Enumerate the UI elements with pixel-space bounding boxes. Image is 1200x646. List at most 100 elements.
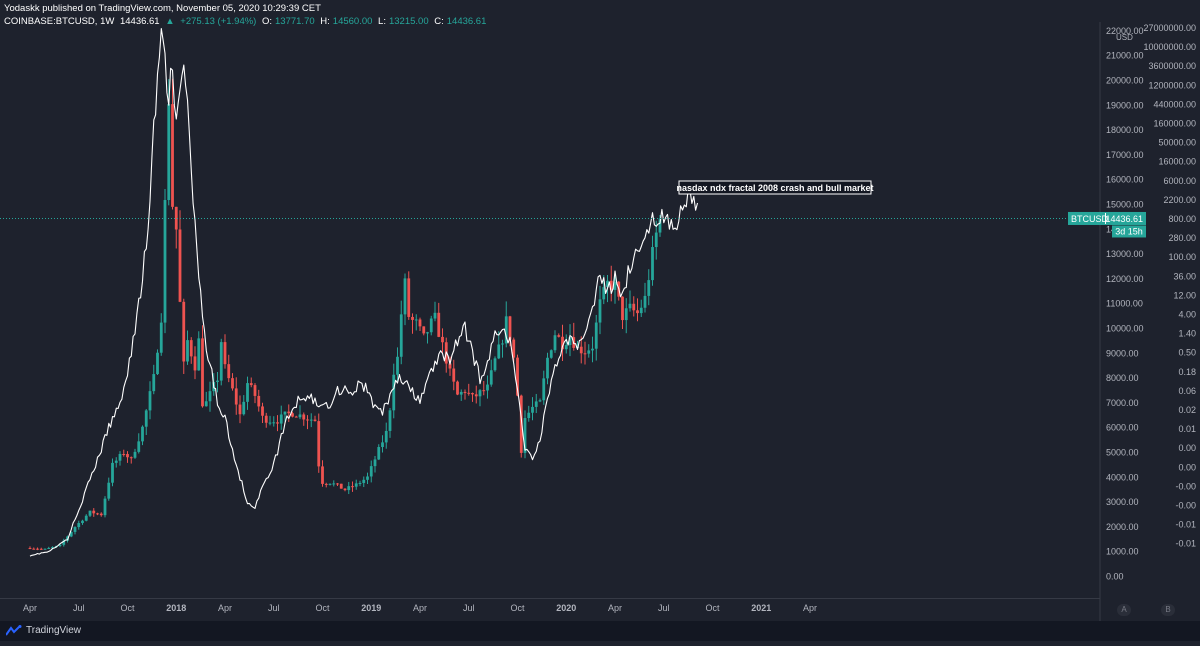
up-arrow-icon: ▲ bbox=[165, 16, 175, 27]
candle-body bbox=[486, 384, 489, 391]
y-axis-unit: USD bbox=[1116, 33, 1133, 42]
candle-body bbox=[332, 483, 336, 485]
y-tick-label: 3000.00 bbox=[1106, 497, 1139, 507]
candle-body bbox=[583, 353, 587, 355]
candle-body bbox=[227, 364, 231, 379]
candle-body bbox=[467, 392, 471, 394]
candle-body bbox=[193, 356, 197, 371]
y-right-tick-label: 0.01 bbox=[1178, 424, 1196, 434]
y-right-tick-label: 10000000.00 bbox=[1143, 42, 1196, 52]
x-tick-label: Apr bbox=[803, 603, 817, 613]
candle-body bbox=[238, 404, 242, 415]
open-label: O: bbox=[261, 16, 273, 27]
candle-body bbox=[137, 441, 141, 452]
candle-body bbox=[411, 316, 414, 320]
candle-body bbox=[32, 548, 36, 550]
candle-body bbox=[407, 278, 411, 317]
candle-body bbox=[261, 406, 264, 416]
candle-body bbox=[654, 232, 658, 248]
candle-body bbox=[471, 393, 474, 395]
close-label: C: bbox=[434, 16, 444, 27]
y-right-tick-label: 160000.00 bbox=[1153, 119, 1196, 129]
candle-body bbox=[58, 544, 62, 546]
candle-body bbox=[531, 406, 534, 413]
y-right-tick-label: -0.01 bbox=[1175, 539, 1196, 549]
candle-body bbox=[107, 482, 111, 499]
candle-body bbox=[28, 547, 32, 549]
candle-body bbox=[613, 281, 617, 291]
candle-body bbox=[189, 340, 193, 357]
candle-body bbox=[111, 462, 114, 483]
candle-body bbox=[542, 378, 546, 401]
symbol-name[interactable]: COINBASE:BTCUSD, 1W bbox=[4, 16, 115, 27]
candle-body bbox=[103, 498, 107, 516]
candle-body bbox=[519, 395, 523, 453]
candle-body bbox=[317, 421, 321, 467]
candle-body bbox=[174, 206, 178, 230]
y-tick-label: 21000.00 bbox=[1106, 51, 1144, 61]
x-tick-label: Oct bbox=[705, 603, 720, 613]
y-right-tick-label: 50000.00 bbox=[1158, 138, 1196, 148]
candle-body bbox=[501, 343, 504, 345]
x-tick-label: Oct bbox=[315, 603, 330, 613]
y-tick-label: 19000.00 bbox=[1106, 100, 1144, 110]
candle-body bbox=[396, 356, 399, 375]
price-change: +275.13 (+1.94%) bbox=[180, 16, 257, 27]
candle-body bbox=[463, 391, 467, 393]
candle-body bbox=[159, 322, 163, 353]
candle-body bbox=[392, 374, 396, 411]
candle-body bbox=[591, 348, 594, 351]
x-tick-label: Jul bbox=[73, 603, 85, 613]
auto-scale-button[interactable]: A bbox=[1117, 604, 1131, 616]
y-tick-label: 13000.00 bbox=[1106, 249, 1144, 259]
x-tick-label: 2020 bbox=[556, 603, 576, 613]
x-tick-label: Jul bbox=[658, 603, 670, 613]
candle-body bbox=[47, 547, 51, 549]
x-tick-label: Oct bbox=[510, 603, 525, 613]
high-value: 14560.00 bbox=[332, 16, 373, 27]
candle-body bbox=[182, 301, 186, 362]
x-tick-label: 2019 bbox=[361, 603, 381, 613]
candle-body bbox=[298, 414, 302, 418]
candle-body bbox=[426, 332, 429, 334]
candle-body bbox=[133, 451, 137, 458]
candle-body bbox=[129, 457, 133, 459]
candle-body bbox=[39, 548, 43, 550]
y-tick-label: 6000.00 bbox=[1106, 423, 1139, 433]
y-tick-label: 0.00 bbox=[1106, 572, 1124, 582]
candle-body bbox=[384, 430, 388, 443]
annotation: nasdax ndx fractal 2008 crash and bull m… bbox=[676, 180, 874, 195]
candle-body bbox=[148, 391, 152, 411]
candle-body bbox=[197, 338, 201, 371]
y-right-tick-label: 0.06 bbox=[1178, 386, 1196, 396]
candle-body bbox=[497, 344, 501, 359]
candle-body bbox=[73, 527, 77, 532]
tradingview-logo[interactable]: TradingView bbox=[6, 625, 81, 636]
candle-body bbox=[647, 280, 651, 296]
y-tick-label: 10000.00 bbox=[1106, 324, 1144, 334]
candle-body bbox=[628, 303, 632, 309]
y-axis-left: 0.00 1000.00 2000.00 3000.00 4000.00 5000.00 6… bbox=[1106, 26, 1144, 582]
candle-body bbox=[302, 414, 306, 420]
y-right-tick-label: -0.00 bbox=[1175, 501, 1196, 511]
publisher-line: Yodaskk published on TradingView.com, No… bbox=[4, 3, 321, 14]
log-scale-button[interactable]: B bbox=[1161, 604, 1175, 616]
candle-body bbox=[351, 486, 354, 488]
y-right-tick-label: 1200000.00 bbox=[1148, 80, 1196, 90]
candle-body bbox=[51, 547, 54, 549]
close-value: 14436.61 bbox=[446, 16, 487, 27]
candle-body bbox=[253, 385, 257, 396]
candle-body bbox=[339, 483, 343, 489]
candle-body bbox=[96, 513, 99, 515]
candle-body bbox=[452, 368, 456, 382]
low-value: 13215.00 bbox=[388, 16, 429, 27]
candle-body bbox=[152, 374, 156, 392]
tradingview-brand: TradingView bbox=[26, 625, 82, 636]
y-right-tick-label: 16000.00 bbox=[1158, 157, 1196, 167]
candle-body bbox=[459, 391, 463, 395]
y-tick-label: 5000.00 bbox=[1106, 448, 1139, 458]
candle-body bbox=[549, 350, 553, 358]
y-right-tick-label: 100.00 bbox=[1168, 252, 1196, 262]
